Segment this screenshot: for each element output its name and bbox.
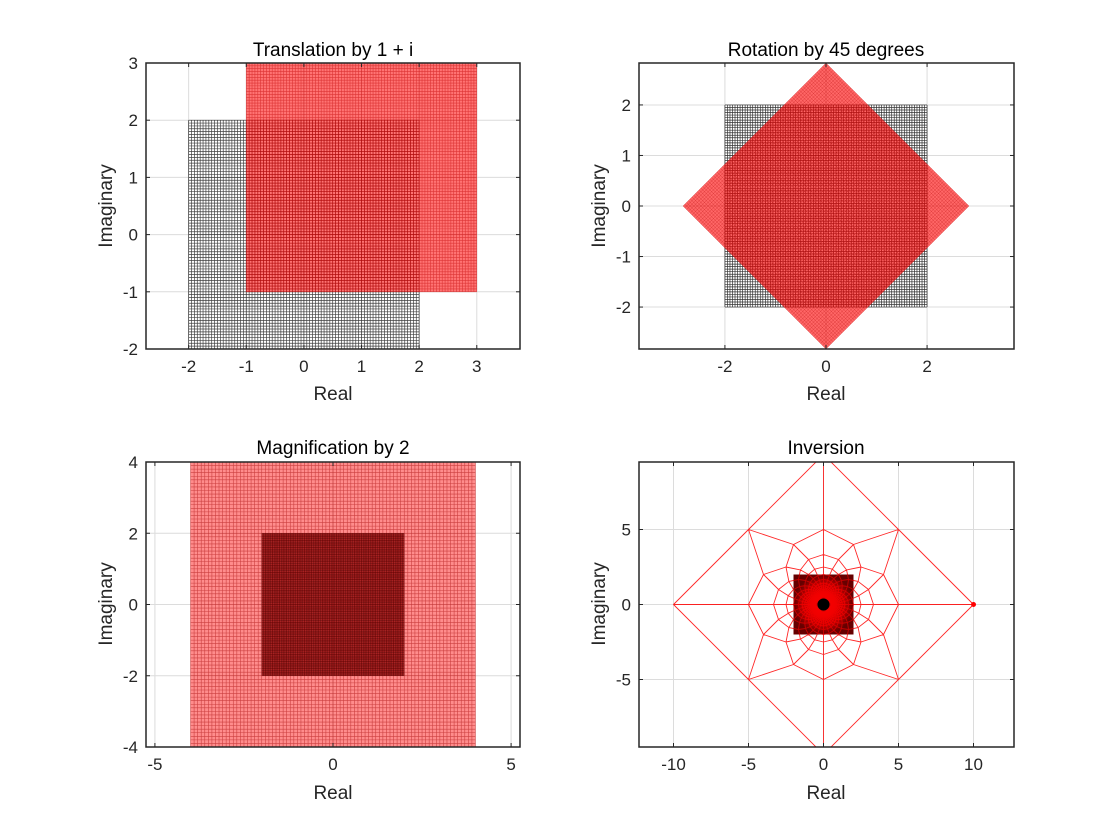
x-axis-label: Real [806, 783, 845, 804]
y-tick-label: 1 [129, 168, 138, 187]
y-axis-label: Imaginary [96, 164, 117, 248]
x-tick-label: 0 [821, 357, 830, 376]
mesh-transformed [682, 63, 970, 349]
x-tick-label: 0 [299, 357, 308, 376]
y-axis-label: Imaginary [589, 562, 610, 646]
y-tick-label: 5 [622, 521, 631, 540]
y-tick-label: 0 [129, 596, 138, 615]
y-tick-label: -1 [616, 248, 631, 267]
x-tick-label: 5 [894, 755, 903, 774]
y-tick-label: -5 [616, 671, 631, 690]
y-tick-label: 0 [129, 226, 138, 245]
plot-content [682, 63, 970, 349]
y-tick-label: 0 [622, 197, 631, 216]
y-tick-label: 1 [622, 146, 631, 165]
x-tick-label: -2 [181, 357, 196, 376]
plot-content [188, 63, 478, 349]
y-tick-label: -4 [123, 738, 138, 757]
axes-box [145, 62, 521, 350]
x-tick-label: -10 [661, 755, 686, 774]
x-tick-label: 2 [414, 357, 423, 376]
x-tick-label: 10 [964, 755, 983, 774]
subplot-inversion: Inversion Real Imaginary -10 -5 0 5 10 -5 0 5 [589, 438, 1015, 804]
y-tick-label: 2 [622, 96, 631, 115]
y-tick-label: -2 [123, 667, 138, 686]
transformed-region [682, 63, 970, 349]
x-tick-label: -2 [717, 357, 732, 376]
x-tick-label: -5 [741, 755, 756, 774]
y-tick-label: 0 [622, 596, 631, 615]
y-axis-label: Imaginary [589, 164, 610, 248]
x-tick-label: 5 [506, 755, 515, 774]
x-tick-label: 0 [328, 755, 337, 774]
y-axis-label: Imaginary [96, 562, 117, 646]
x-tick-label: 1 [357, 357, 366, 376]
subplot-magnification: Magnification by 2 Real Imaginary -5 0 5 -4… [96, 438, 521, 804]
subplot-translation: Translation by 1 + i Real Imaginary -2 -1… [96, 40, 521, 405]
mesh-original [261, 533, 405, 676]
y-tick-label: 3 [129, 54, 138, 73]
x-tick-label: -5 [147, 755, 162, 774]
convergence-point [971, 602, 976, 607]
y-tick-label: 2 [129, 111, 138, 130]
x-tick-label: 3 [472, 357, 481, 376]
y-tick-label: 2 [129, 524, 138, 543]
subplot-title: Magnification by 2 [256, 438, 409, 459]
plot-content [190, 462, 476, 747]
subplot-title: Translation by 1 + i [253, 40, 413, 61]
y-tick-label: -2 [123, 340, 138, 359]
x-axis-label: Real [313, 384, 352, 405]
plot-content [673, 462, 976, 747]
subplot-title: Inversion [787, 438, 864, 459]
x-axis-label: Real [806, 384, 845, 405]
x-tick-label: 0 [819, 755, 828, 774]
x-axis-label: Real [313, 783, 352, 804]
mesh-transformed [245, 63, 478, 293]
origin-singularity [817, 598, 830, 611]
y-tick-label: -2 [616, 298, 631, 317]
x-tick-label: -1 [239, 357, 254, 376]
subplot-rotation: Rotation by 45 degrees Real Imaginary -2… [589, 40, 1015, 405]
x-tick-label: 2 [922, 357, 931, 376]
subplot-title: Rotation by 45 degrees [728, 40, 924, 61]
y-tick-label: -1 [123, 283, 138, 302]
y-tick-label: 4 [129, 453, 138, 472]
